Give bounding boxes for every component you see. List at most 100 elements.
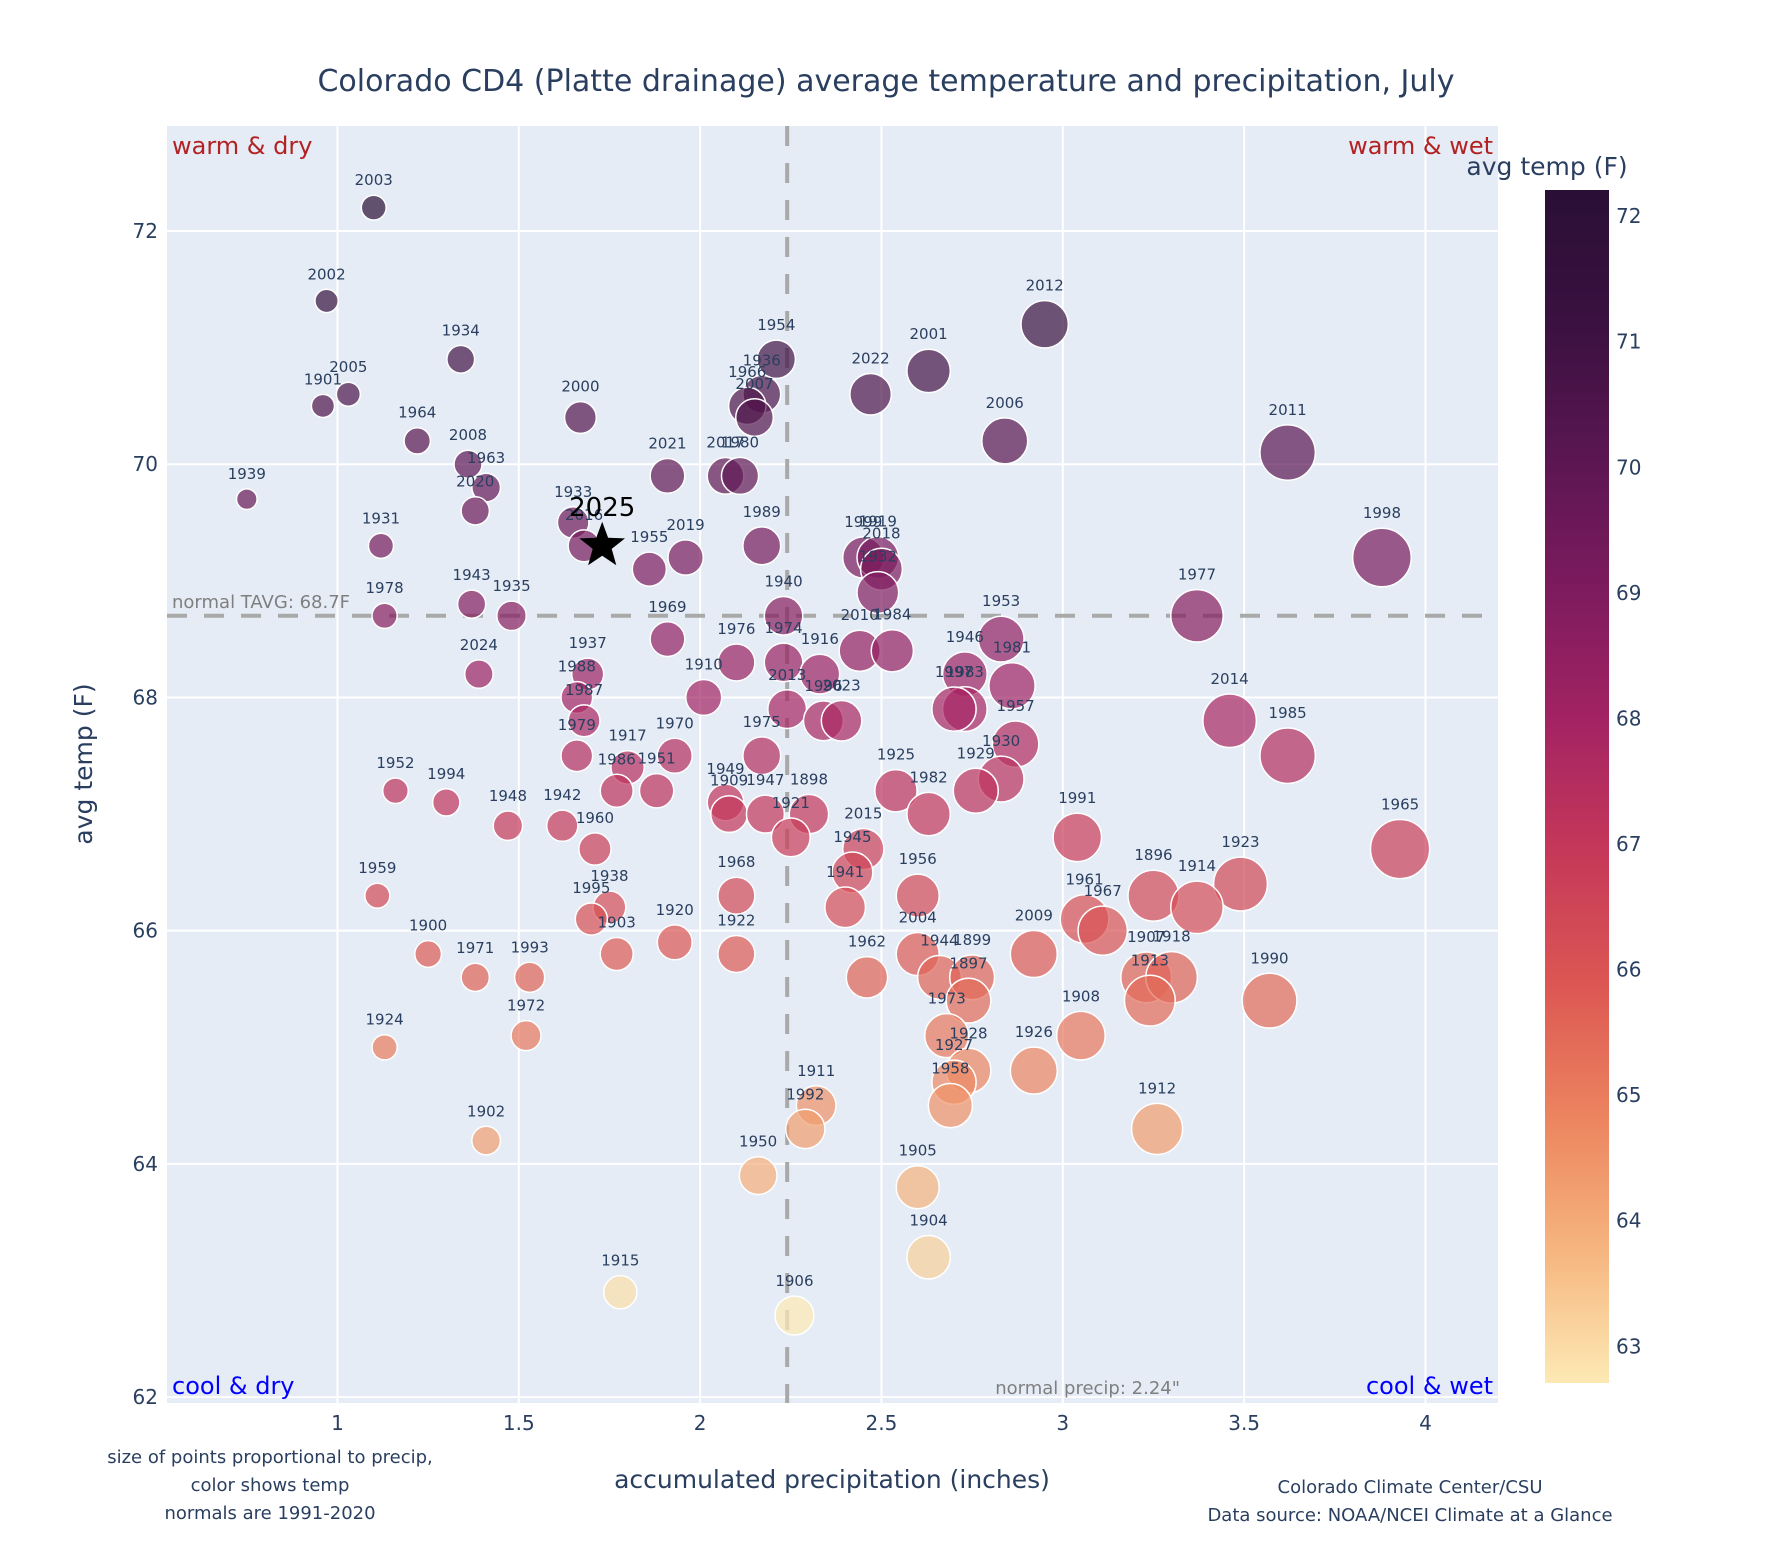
point-label-1952: 1952 [376, 754, 414, 772]
data-point-1942 [545, 809, 579, 843]
point-label-1905: 1905 [899, 1142, 937, 1160]
data-point-1997 [931, 686, 977, 732]
point-label-1907: 1907 [1127, 928, 1165, 946]
point-label-1967: 1967 [1084, 882, 1122, 900]
point-label-1900: 1900 [409, 917, 447, 935]
point-label-1922: 1922 [717, 912, 755, 930]
point-label-2000: 2000 [561, 378, 599, 396]
data-point-2008 [453, 449, 483, 479]
point-label-2018: 2018 [862, 524, 900, 542]
point-label-1957: 1957 [997, 697, 1035, 715]
point-label-1982: 1982 [910, 768, 948, 786]
colorbar-title: avg temp (F) [1466, 152, 1627, 181]
x-tick-label: 3 [1056, 1411, 1069, 1435]
point-label-1958: 1958 [931, 1060, 969, 1078]
point-label-2010: 2010 [841, 606, 879, 624]
data-point-1990 [1241, 972, 1298, 1029]
footnote-right: Colorado Climate Center/CSU Data source:… [1207, 1477, 1612, 1526]
colorbar-tick-label: 66 [1616, 958, 1641, 982]
point-label-1986: 1986 [598, 750, 636, 768]
y-tick-label: 70 [133, 452, 158, 476]
point-label-1915: 1915 [601, 1252, 639, 1270]
point-label-1916: 1916 [801, 630, 839, 648]
data-point-1978 [371, 602, 398, 630]
point-label-1928: 1928 [949, 1024, 987, 1042]
data-point-2012 [1020, 299, 1070, 349]
data-point-1967 [1077, 905, 1129, 957]
data-point-2011 [1259, 424, 1317, 481]
data-point-2014 [1202, 693, 1258, 749]
data-point-1906 [774, 1295, 815, 1336]
point-label-1939: 1939 [228, 465, 266, 483]
data-point-1908 [1055, 1010, 1106, 1061]
point-label-1913: 1913 [1131, 951, 1169, 969]
x-axis-title: accumulated precipitation (inches) [614, 1465, 1050, 1494]
data-point-1972 [510, 1019, 542, 1052]
point-label-1931: 1931 [362, 509, 400, 527]
point-label-1898: 1898 [790, 770, 828, 788]
y-axis-ticks: 62 64 66 68 70 72 [133, 219, 158, 1409]
data-point-1960 [578, 832, 612, 866]
point-label-1912: 1912 [1138, 1079, 1176, 1097]
point-label-1896: 1896 [1134, 846, 1172, 864]
y-axis-title: avg temp (F) [69, 683, 98, 844]
point-label-1937: 1937 [569, 634, 607, 652]
data-point-1956 [895, 873, 940, 918]
point-label-1899: 1899 [953, 931, 991, 949]
data-point-1952 [381, 777, 410, 805]
quadrant-warm-dry: warm & dry [172, 132, 312, 160]
data-point-1940 [763, 595, 804, 636]
point-label-1990: 1990 [1250, 949, 1288, 967]
point-label-1993: 1993 [511, 938, 549, 956]
y-tick-label: 62 [133, 1385, 158, 1409]
footnote-left-line-2: color shows temp [191, 1475, 350, 1496]
data-point-1987 [567, 704, 601, 738]
footnote-right-line-2: Data source: NOAA/NCEI Climate at a Glan… [1207, 1505, 1612, 1526]
data-point-2020 [460, 495, 491, 526]
quadrant-warm-wet: warm & wet [1348, 132, 1493, 160]
data-point-1992 [784, 1108, 826, 1150]
data-point-1975 [742, 736, 782, 776]
colorbar-tick-label: 67 [1616, 832, 1641, 856]
point-label-1961: 1961 [1065, 871, 1103, 889]
highlight-label-2025: 2025 [569, 493, 635, 523]
normal-temp-label: normal TAVG: 68.7F [172, 592, 350, 613]
point-label-2009: 2009 [1015, 907, 1053, 925]
data-point-1901 [310, 393, 336, 419]
point-label-1953: 1953 [982, 592, 1020, 610]
point-label-1940: 1940 [764, 573, 802, 591]
x-tick-label: 3.5 [1228, 1411, 1260, 1435]
point-label-1981: 1981 [993, 639, 1031, 657]
point-label-1901: 1901 [304, 370, 342, 388]
data-point-1994 [431, 788, 461, 817]
point-label-1968: 1968 [717, 853, 755, 871]
data-point-1986 [599, 773, 634, 808]
data-point-1909 [710, 794, 749, 834]
point-label-1947: 1947 [746, 771, 784, 789]
point-label-2005: 2005 [329, 358, 367, 376]
point-label-2013: 2013 [768, 666, 806, 684]
colorbar-tick-label: 72 [1616, 204, 1641, 228]
grid-lines [167, 126, 1498, 1403]
data-point-1943 [456, 589, 487, 619]
quadrant-cool-wet: cool & wet [1366, 1372, 1493, 1400]
colorbar: avg temp (F) 63 64 65 66 67 68 69 70 71 72 [1466, 152, 1641, 1383]
data-point-1922 [717, 934, 756, 974]
data-point-1935 [496, 600, 528, 632]
data-point-1924 [371, 1033, 398, 1061]
x-axis-ticks: 1 1.5 2 2.5 3 3.5 4 [331, 1411, 1432, 1435]
point-label-1962: 1962 [848, 933, 886, 951]
data-point-1976 [717, 643, 756, 682]
footnote-right-line-1: Colorado Climate Center/CSU [1278, 1477, 1543, 1498]
normal-precip-label: normal precip: 2.24" [995, 1378, 1180, 1399]
point-label-1932: 1932 [859, 548, 897, 566]
point-label-1936: 1936 [743, 351, 781, 369]
quadrant-cool-dry: cool & dry [172, 1372, 295, 1400]
point-label-1994: 1994 [427, 765, 465, 783]
data-point-1980 [720, 456, 760, 496]
point-label-1955: 1955 [630, 528, 668, 546]
point-label-2004: 2004 [899, 908, 937, 926]
data-point-2002 [314, 288, 339, 314]
point-label-1977: 1977 [1178, 566, 1216, 584]
data-point-1905 [895, 1164, 940, 1210]
